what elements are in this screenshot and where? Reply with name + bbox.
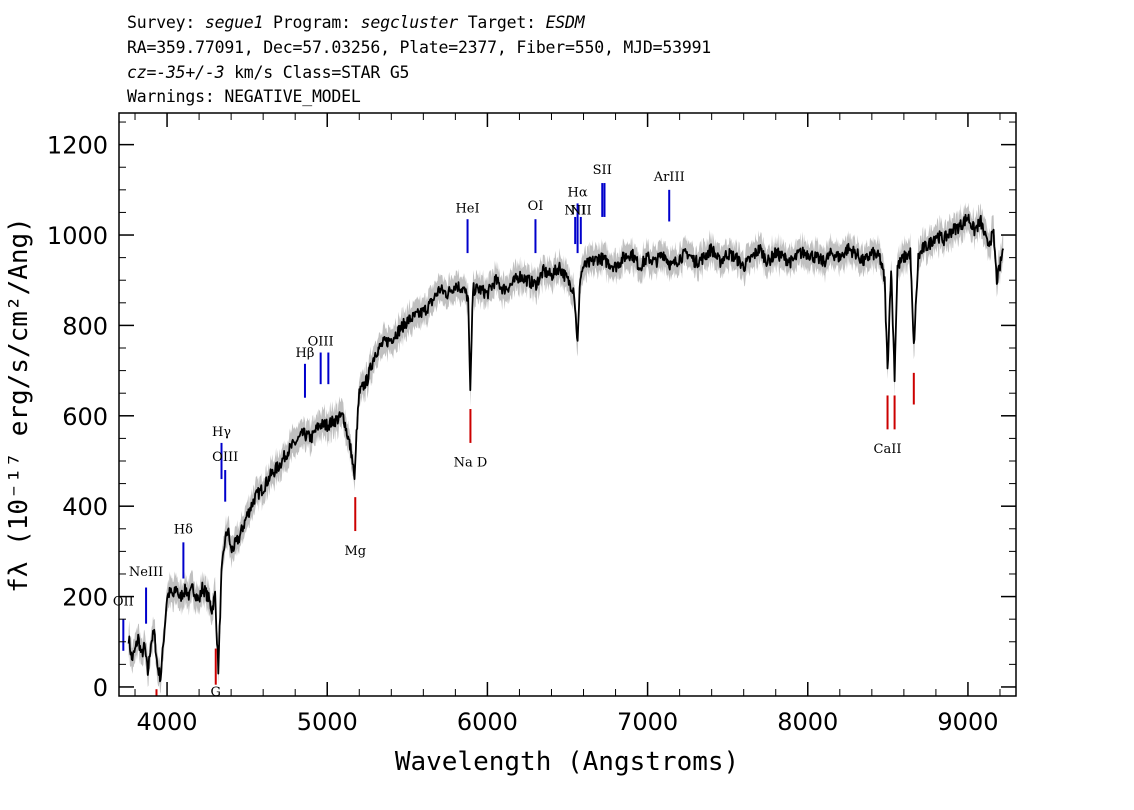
x-tick-label: 4000 <box>137 708 198 736</box>
plot-frame <box>118 112 1017 697</box>
header-line-2: RA=359.77091, Dec=57.03256, Plate=2377, … <box>127 38 712 57</box>
spectral-line-label: ArIII <box>653 170 685 185</box>
x-axis: 4000 5000 6000 7000 8000 9000 <box>134 113 1001 736</box>
spectral-line-label: OIII <box>308 335 334 350</box>
x-tick-label: 7000 <box>617 708 678 736</box>
spectral-line-label: NII <box>570 204 592 219</box>
program-label: Program: <box>273 13 351 32</box>
spectral-line-label: SII <box>593 163 612 178</box>
spectral-line-label: G <box>211 685 221 700</box>
spectral-line-label: Hα <box>568 186 588 201</box>
spectral-line-label: CaII <box>874 442 902 457</box>
spectral-line-label: Mg <box>344 544 366 559</box>
cz-label: cz= <box>127 63 157 82</box>
spectral-line-label: Hδ <box>174 522 193 537</box>
spectral-line-label: Hβ <box>296 346 315 361</box>
spectral-line-label: OI <box>528 199 544 214</box>
x-tick-label: 6000 <box>457 708 518 736</box>
y-tick-label: 800 <box>62 312 108 340</box>
target-label: Target: <box>467 13 536 32</box>
y-tick-label: 400 <box>62 493 108 521</box>
header-line-3: cz=-35+/-3 km/s Class=STAR G5 <box>127 64 409 82</box>
x-axis-label: Wavelength (Angstroms) <box>395 747 739 777</box>
y-tick-label: 200 <box>62 584 108 612</box>
y-tick-label: 1000 <box>47 222 108 250</box>
survey-label: Survey: <box>127 13 196 32</box>
spectral-line-label: NeIII <box>129 565 163 580</box>
header-warnings: Warnings: NEGATIVE_MODEL <box>127 87 361 106</box>
spectral-line-label: HeI <box>455 201 479 216</box>
cz-value: -35+/-3 <box>156 63 225 82</box>
survey-value: segue1 <box>204 13 264 32</box>
y-axis: 0 200 400 600 800 1000 1200 <box>47 121 1016 702</box>
x-tick-label: 8000 <box>777 708 838 736</box>
cz-units-class: km/s Class=STAR G5 <box>234 63 410 82</box>
y-tick-label: 1200 <box>47 132 108 160</box>
flux-line <box>127 213 1005 683</box>
spectral-line-label: Na D <box>454 456 488 471</box>
y-tick-label: 600 <box>62 403 108 431</box>
spectral-line-label: Hγ <box>212 425 231 440</box>
program-value: segcluster <box>360 13 459 32</box>
y-tick-label: 0 <box>93 674 108 702</box>
y-axis-label: fλ (10⁻¹⁷ erg/s/cm²/Ang) <box>4 217 34 593</box>
target-value: ESDM <box>545 13 585 32</box>
spectral-line-label: NII <box>564 204 586 219</box>
x-tick-label: 9000 <box>937 708 998 736</box>
flux-series <box>127 213 1005 683</box>
header-line-1: Survey: segue1 Program: segcluster Targe… <box>127 14 585 32</box>
x-tick-label: 5000 <box>297 708 358 736</box>
spectral-line-label: OII <box>113 595 134 610</box>
spectral-line-label: OIII <box>212 450 238 465</box>
